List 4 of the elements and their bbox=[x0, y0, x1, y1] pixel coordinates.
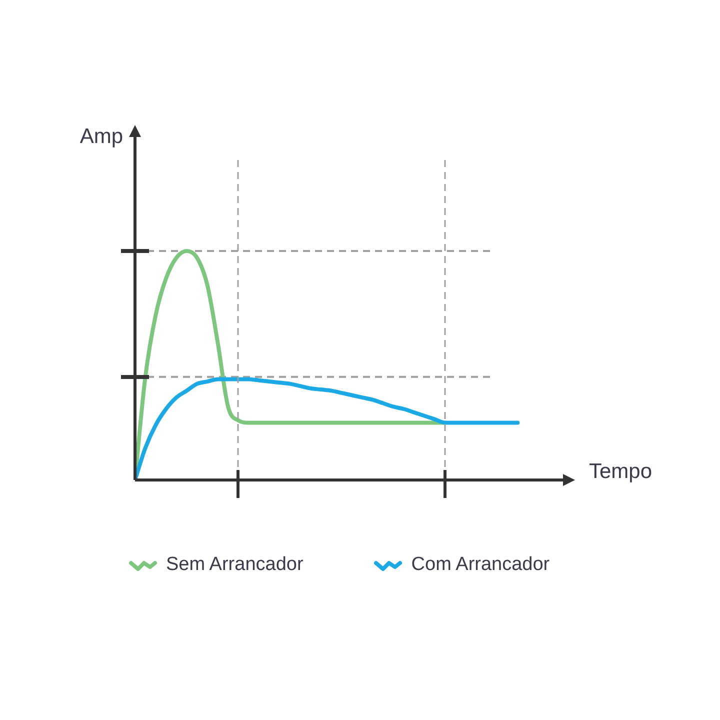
x-axis-title: Tempo bbox=[589, 460, 652, 483]
legend-label: Com Arrancador bbox=[411, 554, 550, 576]
y-axis-title: Amp bbox=[80, 124, 123, 148]
legend-label: Sem Arrancador bbox=[166, 554, 304, 576]
